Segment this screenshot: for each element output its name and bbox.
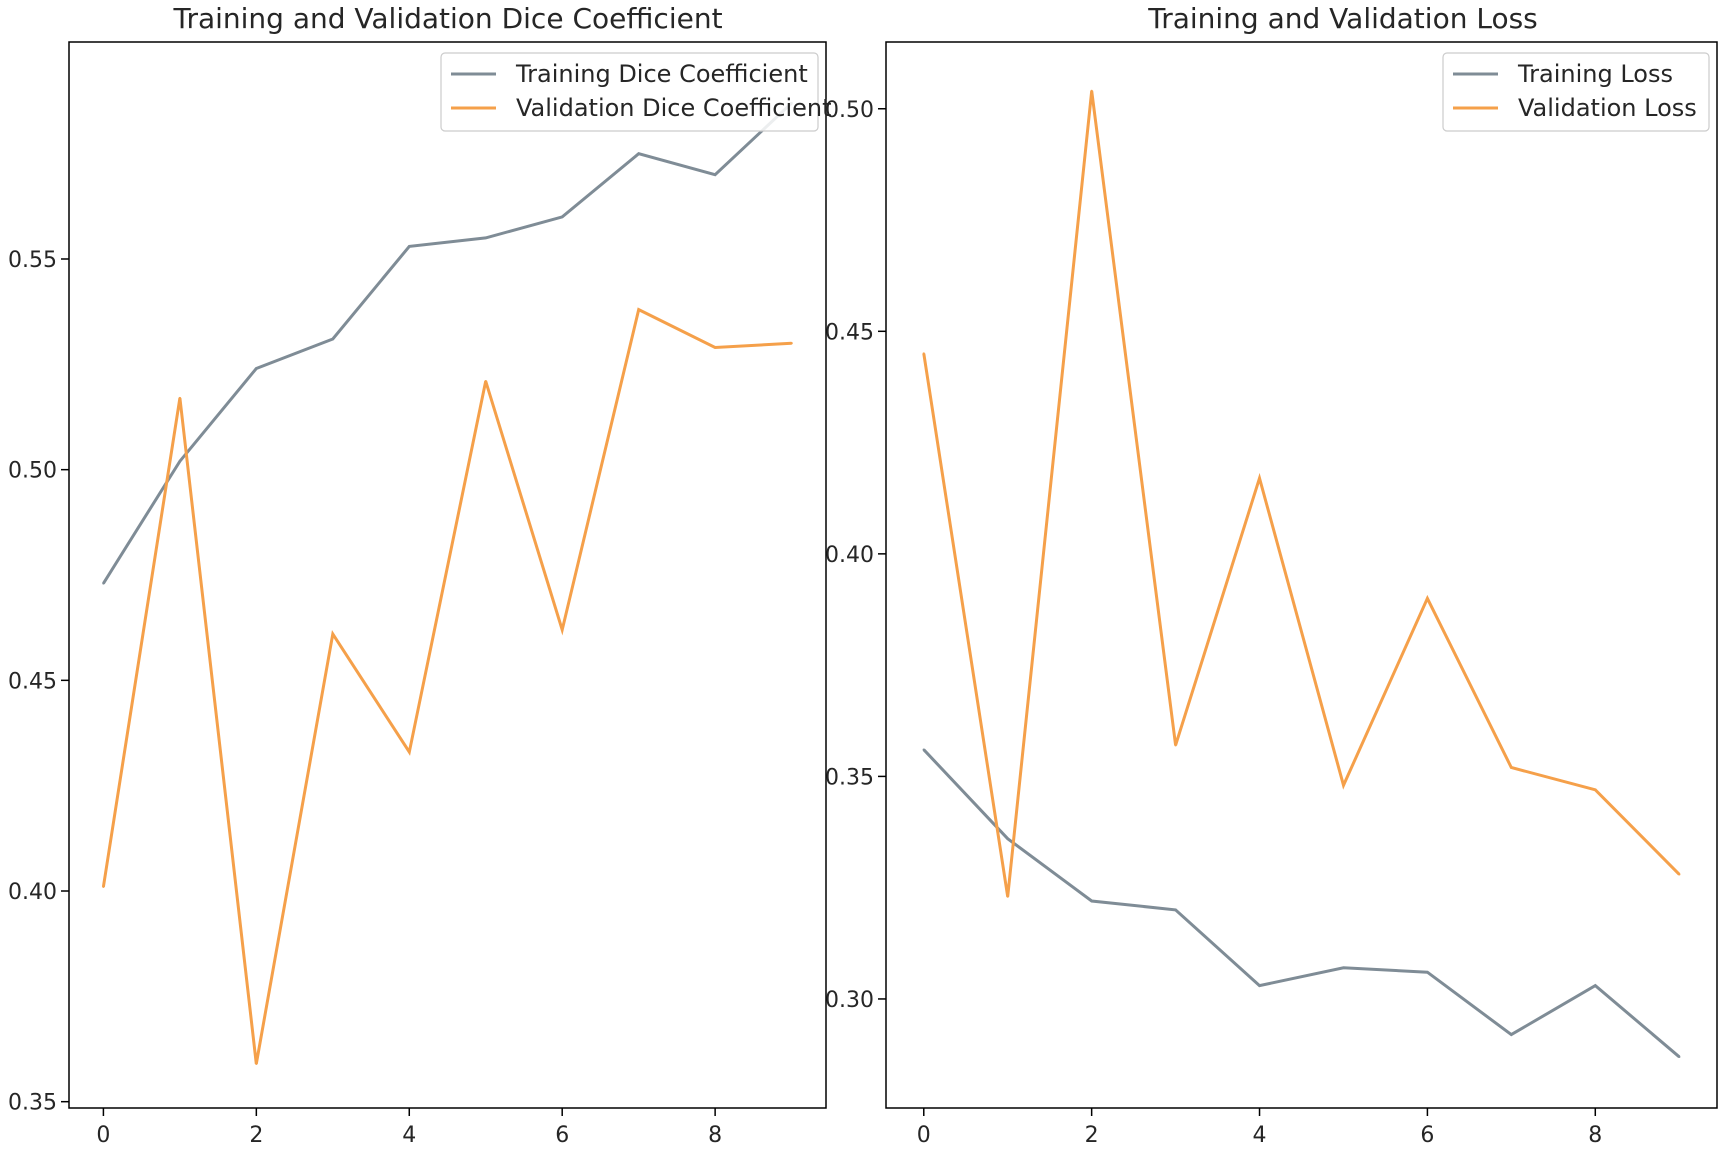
data-point — [1258, 984, 1261, 987]
x-tick-label: 8 — [1588, 1123, 1602, 1148]
data-point — [1006, 895, 1009, 898]
series-line-training — [102, 102, 793, 585]
series-line-validation — [101, 307, 792, 1065]
data-point — [255, 1062, 258, 1065]
data-point — [1510, 1033, 1513, 1036]
series-line-training — [922, 748, 1681, 1058]
legend: Training Loss Validation Loss — [1442, 52, 1710, 132]
data-point — [922, 748, 925, 751]
data-point — [1174, 908, 1177, 912]
data-point — [484, 379, 487, 383]
legend-box — [440, 52, 819, 132]
data-point — [1594, 984, 1597, 987]
data-point — [560, 215, 564, 219]
data-point — [408, 750, 411, 754]
dice-coefficient-chart: Training and Validation Dice Coefficient… — [8, 2, 832, 1148]
x-tick-label: 2 — [249, 1123, 263, 1148]
data-point — [331, 632, 335, 636]
data-point — [790, 342, 793, 345]
y-tick-label: 0.35 — [8, 1091, 57, 1116]
data-point — [1426, 971, 1429, 974]
data-point — [637, 152, 640, 155]
legend-label: Validation Loss — [1518, 94, 1697, 122]
axes-frame — [68, 41, 827, 1109]
data-point — [1090, 89, 1093, 93]
x-tick-label: 2 — [1085, 1123, 1099, 1148]
data-point — [637, 308, 640, 311]
chart-title: Training and Validation Loss — [1147, 2, 1538, 35]
data-point — [1342, 966, 1345, 969]
data-point — [1090, 899, 1093, 903]
y-tick-label: 0.55 — [8, 248, 57, 273]
data-point — [1174, 744, 1177, 747]
legend-label: Training Loss — [1517, 60, 1673, 88]
data-point — [560, 628, 564, 631]
series-line-validation — [922, 90, 1681, 897]
y-tick-label: 0.30 — [825, 988, 874, 1013]
data-point — [1258, 476, 1261, 480]
y-tick-label: 0.50 — [825, 98, 874, 123]
x-tick-label: 0 — [96, 1123, 110, 1148]
data-point — [922, 352, 925, 355]
data-point — [102, 885, 105, 888]
x-tick-label: 0 — [917, 1123, 931, 1148]
data-point — [1678, 1055, 1681, 1059]
data-point — [1342, 784, 1345, 787]
legend: Training Dice Coefficient Validation Dice… — [440, 52, 832, 132]
x-tick-label: 4 — [402, 1123, 416, 1148]
loss-chart: Training and Validation Loss 0 2 4 6 8 0.30 0.… — [825, 2, 1718, 1148]
data-point — [713, 173, 717, 176]
x-tick-label: 6 — [1420, 1123, 1434, 1148]
y-tick-label: 0.35 — [825, 765, 874, 790]
data-point — [255, 367, 258, 370]
x-tick-label: 6 — [555, 1123, 569, 1148]
legend-box — [1442, 52, 1710, 132]
data-point — [1594, 788, 1597, 791]
data-point — [484, 236, 487, 240]
data-point — [1006, 837, 1009, 840]
chart-title: Training and Validation Dice Coefficient — [172, 2, 722, 35]
data-point — [331, 337, 335, 341]
axes-frame — [885, 41, 1718, 1109]
data-point — [1426, 597, 1429, 600]
y-tick-label: 0.45 — [8, 669, 57, 694]
x-tick-label: 4 — [1253, 1123, 1267, 1148]
legend-label: Validation Dice Coefficient — [516, 94, 832, 122]
data-point — [178, 396, 182, 400]
data-point — [1510, 766, 1513, 769]
y-tick-label: 0.50 — [8, 459, 57, 484]
data-point — [102, 582, 105, 585]
y-tick-label: 0.45 — [825, 320, 874, 345]
y-tick-label: 0.40 — [825, 543, 874, 568]
data-point — [408, 245, 411, 248]
y-tick-label: 0.40 — [8, 880, 57, 905]
x-tick-label: 8 — [708, 1123, 722, 1148]
data-point — [713, 346, 717, 349]
data-point — [178, 460, 182, 463]
legend-label: Training Dice Coefficient — [515, 60, 808, 88]
data-point — [1678, 873, 1681, 876]
